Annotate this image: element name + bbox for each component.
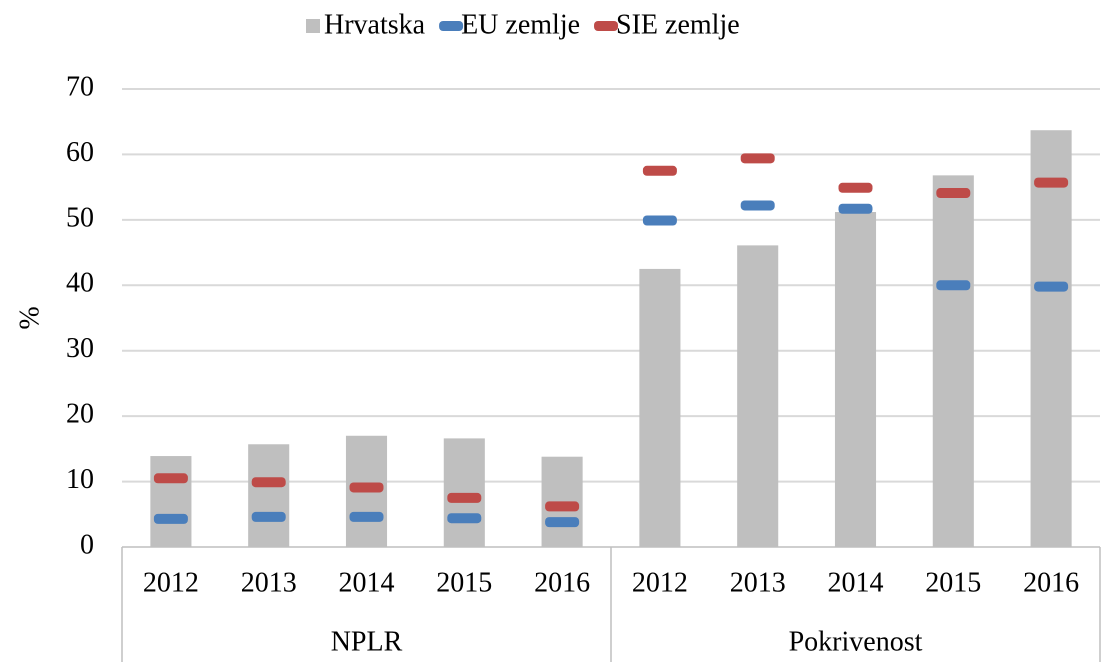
x-tick-label: 2014 [828, 567, 884, 598]
marker [936, 280, 971, 291]
marker [251, 477, 286, 488]
marker [838, 203, 873, 214]
x-tick-label: 2016 [1023, 567, 1079, 598]
legend-label: Hrvatska [324, 9, 426, 40]
legend-swatch [594, 21, 619, 31]
bar [639, 268, 681, 547]
x-tick-label: 2013 [730, 567, 786, 598]
bar [1030, 130, 1072, 547]
legend-swatch [306, 19, 320, 33]
y-tick-label: 60 [66, 137, 94, 168]
y-tick-label: 20 [66, 399, 94, 430]
x-tick-label: 2012 [632, 567, 688, 598]
marker [447, 492, 482, 503]
bar [248, 444, 290, 547]
x-tick-label: 2016 [534, 567, 590, 598]
bar [834, 212, 877, 547]
x-tick-label: 2015 [436, 567, 492, 598]
bar [443, 438, 485, 547]
x-tick-label: 2012 [143, 567, 199, 598]
marker [153, 473, 188, 484]
marker [838, 182, 873, 193]
marker [740, 153, 775, 164]
marker [545, 501, 580, 512]
y-tick-label: 50 [66, 202, 94, 233]
marker [349, 482, 384, 493]
marker [642, 165, 677, 176]
marker [642, 215, 677, 226]
y-tick-label: 10 [66, 464, 94, 495]
bar [150, 456, 192, 547]
legend-label: EU zemlje [461, 9, 580, 40]
marker [251, 511, 286, 522]
group-label: NPLR [331, 626, 403, 657]
marker [936, 188, 971, 199]
x-tick-label: 2013 [241, 567, 297, 598]
marker [740, 200, 775, 211]
marker [153, 513, 188, 524]
marker [545, 517, 580, 528]
y-tick-label: 70 [66, 71, 94, 102]
marker [1034, 281, 1069, 292]
marker [1034, 177, 1069, 188]
y-tick-label: 30 [66, 333, 94, 364]
y-axis-label: % [14, 306, 45, 329]
y-tick-label: 0 [80, 529, 94, 560]
y-tick-label: 40 [66, 268, 94, 299]
marker [447, 513, 482, 524]
marker [349, 511, 384, 522]
x-tick-label: 2014 [339, 567, 395, 598]
bar [737, 245, 779, 548]
group-label: Pokrivenost [789, 626, 923, 657]
legend-label: SIE zemlje [616, 9, 740, 40]
x-tick-label: 2015 [925, 567, 981, 598]
legend-swatch [439, 21, 464, 31]
bar [932, 175, 974, 547]
